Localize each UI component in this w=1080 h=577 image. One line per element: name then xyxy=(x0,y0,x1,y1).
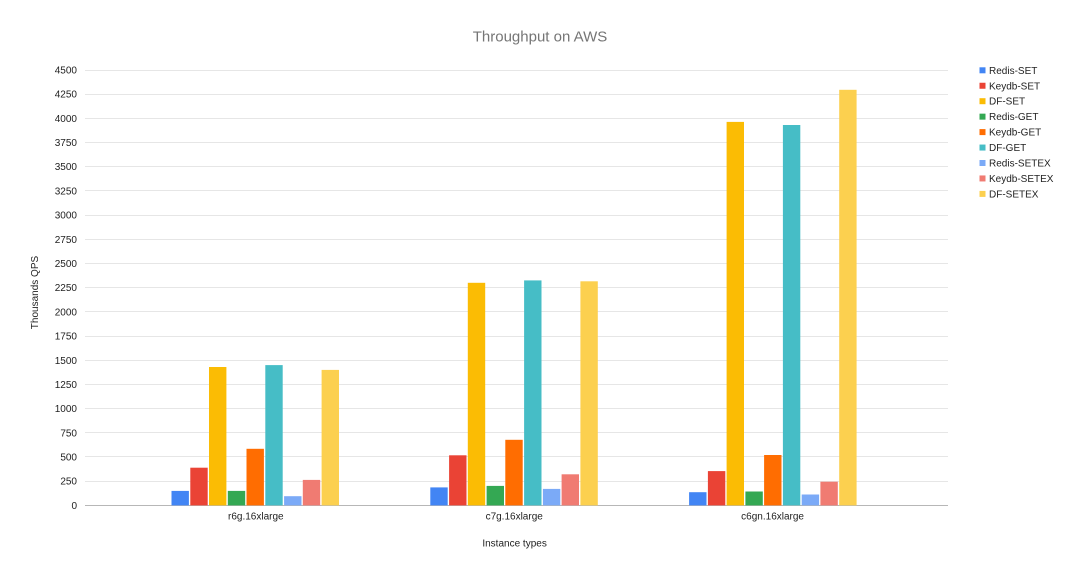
svg-text:DF-SET: DF-SET xyxy=(989,97,1025,108)
svg-text:4250: 4250 xyxy=(55,90,78,101)
svg-text:0: 0 xyxy=(71,501,77,512)
svg-text:DF-GET: DF-GET xyxy=(989,143,1026,154)
svg-text:1000: 1000 xyxy=(55,404,78,415)
svg-text:Keydb-SET: Keydb-SET xyxy=(989,81,1040,92)
svg-text:3250: 3250 xyxy=(55,186,78,197)
svg-text:c6gn.16xlarge: c6gn.16xlarge xyxy=(741,512,804,523)
svg-text:DF-SETEX: DF-SETEX xyxy=(989,189,1039,200)
svg-text:250: 250 xyxy=(60,477,77,488)
svg-text:3500: 3500 xyxy=(55,162,78,173)
svg-text:1250: 1250 xyxy=(55,380,78,391)
svg-text:c7g.16xlarge: c7g.16xlarge xyxy=(486,512,544,523)
svg-text:Redis-SET: Redis-SET xyxy=(989,66,1037,77)
svg-text:Redis-GET: Redis-GET xyxy=(989,112,1038,123)
svg-text:2250: 2250 xyxy=(55,283,78,294)
svg-text:1500: 1500 xyxy=(55,356,78,367)
svg-text:2750: 2750 xyxy=(55,235,78,246)
svg-text:Thousands QPS: Thousands QPS xyxy=(30,255,41,329)
svg-text:2000: 2000 xyxy=(55,307,78,318)
svg-text:4500: 4500 xyxy=(55,66,78,77)
svg-text:1750: 1750 xyxy=(55,332,78,343)
svg-text:Keydb-GET: Keydb-GET xyxy=(989,128,1041,139)
svg-text:3000: 3000 xyxy=(55,211,78,222)
svg-text:750: 750 xyxy=(60,428,77,439)
svg-text:Instance types: Instance types xyxy=(482,539,546,550)
svg-text:3750: 3750 xyxy=(55,138,78,149)
svg-text:Throughput on AWS: Throughput on AWS xyxy=(473,29,608,46)
svg-text:Redis-SETEX: Redis-SETEX xyxy=(989,159,1051,170)
svg-text:2500: 2500 xyxy=(55,259,78,270)
svg-text:r6g.16xlarge: r6g.16xlarge xyxy=(228,512,284,523)
svg-text:4000: 4000 xyxy=(55,114,78,125)
svg-text:500: 500 xyxy=(60,453,77,464)
svg-text:Keydb-SETEX: Keydb-SETEX xyxy=(989,174,1054,185)
